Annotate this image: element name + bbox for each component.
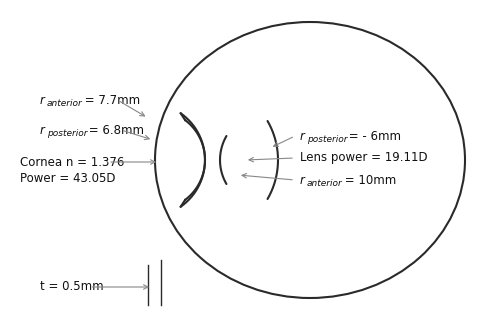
Text: r: r (40, 93, 45, 107)
Text: Cornea n = 1.376: Cornea n = 1.376 (20, 156, 124, 168)
Text: posterior: posterior (307, 136, 348, 144)
Text: r: r (300, 173, 305, 187)
Text: = - 6mm: = - 6mm (345, 130, 401, 142)
Text: = 7.7mm: = 7.7mm (80, 93, 140, 107)
Text: Power = 43.05D: Power = 43.05D (20, 171, 116, 185)
Text: posterior: posterior (47, 130, 88, 139)
Text: anterior: anterior (47, 99, 83, 109)
Text: anterior: anterior (307, 180, 343, 189)
Text: r: r (300, 130, 305, 142)
Text: r: r (40, 123, 45, 137)
Text: t = 0.5mm: t = 0.5mm (40, 281, 104, 293)
Text: = 6.8mm: = 6.8mm (85, 123, 144, 137)
Text: = 10mm: = 10mm (340, 173, 396, 187)
Text: Lens power = 19.11D: Lens power = 19.11D (300, 151, 428, 164)
